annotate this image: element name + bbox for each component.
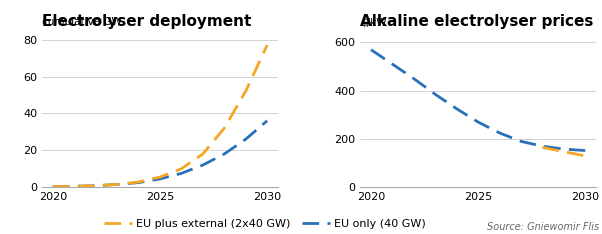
Text: Source: Gniewomir Flis: Source: Gniewomir Flis bbox=[487, 222, 599, 232]
Text: Electrolyser deployment: Electrolyser deployment bbox=[42, 14, 252, 29]
Text: Alkaline electrolyser prices: Alkaline electrolyser prices bbox=[361, 14, 594, 29]
Text: $/kW: $/kW bbox=[361, 17, 387, 27]
Legend: EU plus external (2x40 GW), EU only (40 GW): EU plus external (2x40 GW), EU only (40 … bbox=[99, 214, 430, 233]
Text: cumulative GW: cumulative GW bbox=[42, 17, 122, 27]
